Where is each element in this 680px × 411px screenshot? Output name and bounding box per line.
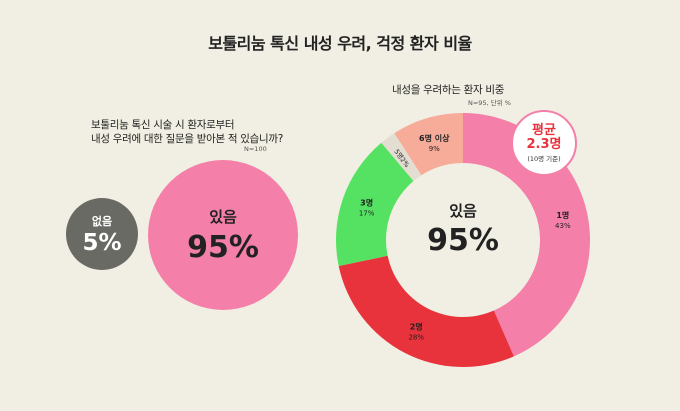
- bubble-no: 없음 5%: [66, 198, 138, 270]
- donut-slice-5: [381, 133, 422, 182]
- bubble-no-value: 5%: [82, 229, 122, 256]
- left-question: 보툴리눔 톡신 시술 시 환자로부터 내성 우려에 대한 질문을 받아본 적 있…: [91, 118, 291, 146]
- donut-slice-6plus: [394, 113, 463, 176]
- donut-n-note: N=95, 단위 %: [468, 99, 511, 107]
- average-badge: 평균 2.3명 (10명 기준): [511, 110, 577, 176]
- donut-slice-2: [338, 255, 514, 367]
- donut-label-value: 28%: [408, 334, 424, 342]
- bubble-yes-label: 있음: [209, 207, 237, 226]
- donut-label-category: 1명: [556, 210, 569, 220]
- donut-label-value: 17%: [359, 210, 375, 218]
- bubble-no-label: 없음: [91, 214, 113, 228]
- left-question-line1: 보툴리눔 톡신 시술 시 환자로부터: [91, 119, 235, 131]
- donut-label-value: 9%: [429, 145, 440, 153]
- average-value: 2.3명: [526, 136, 562, 152]
- donut-center-label: 있음: [449, 202, 477, 220]
- donut-slice-3: [336, 142, 414, 267]
- left-question-line2: 내성 우려에 대한 질문을 받아본 적 있습니까?: [91, 133, 283, 145]
- donut-label-category: 3명: [360, 198, 373, 208]
- donut-title: 내성을 우려하는 환자 비중: [392, 84, 505, 96]
- bubble-yes-value: 95%: [187, 229, 259, 265]
- average-label: 평균: [532, 122, 556, 138]
- bubble-yes: 있음 95%: [148, 160, 298, 310]
- donut-center-value: 95%: [427, 223, 499, 258]
- donut-label-value: 43%: [555, 222, 571, 230]
- donut-center: 있음 95%: [413, 200, 513, 258]
- average-note: (10명 기준): [527, 154, 561, 163]
- left-n-note: N=100: [244, 145, 267, 153]
- donut-label-6plus: 6명 이상 9%: [419, 133, 450, 153]
- donut-label-category: 6명 이상: [419, 133, 450, 143]
- chart-title: 보툴리눔 톡신 내성 우려, 걱정 환자 비율: [208, 34, 472, 53]
- donut-slice-1: [463, 113, 590, 357]
- donut-label-category: 2명: [410, 322, 423, 332]
